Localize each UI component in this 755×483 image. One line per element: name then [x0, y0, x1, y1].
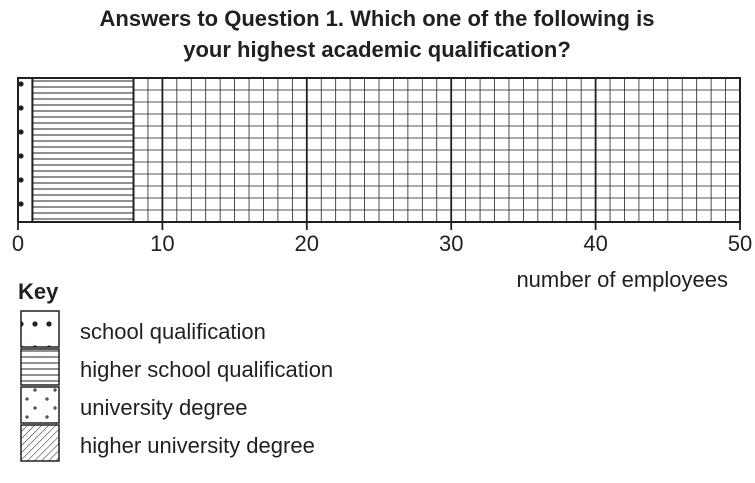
x-tick-label: 40 [583, 231, 607, 256]
legend-swatch [20, 424, 60, 462]
chart-title: your highest academic qualification? [183, 37, 571, 62]
legend-swatch [20, 348, 60, 386]
x-tick-label: 0 [12, 231, 24, 256]
x-tick-label: 10 [150, 231, 174, 256]
legend-label: higher school qualification [80, 357, 333, 382]
x-tick-label: 20 [295, 231, 319, 256]
x-tick-label: 50 [728, 231, 752, 256]
legend-swatch [20, 310, 60, 348]
legend-label: higher university degree [80, 433, 315, 458]
x-tick-label: 30 [439, 231, 463, 256]
plot-frame [17, 77, 741, 223]
legend-label: university degree [80, 395, 248, 420]
bar-segment [31, 77, 135, 223]
legend-swatch [20, 386, 60, 424]
chart-title: Answers to Question 1. Which one of the … [100, 6, 655, 31]
legend-title: Key [18, 279, 59, 304]
bar-segment [17, 77, 34, 223]
legend-label: school qualification [80, 319, 266, 344]
x-axis-label: number of employees [516, 267, 728, 292]
